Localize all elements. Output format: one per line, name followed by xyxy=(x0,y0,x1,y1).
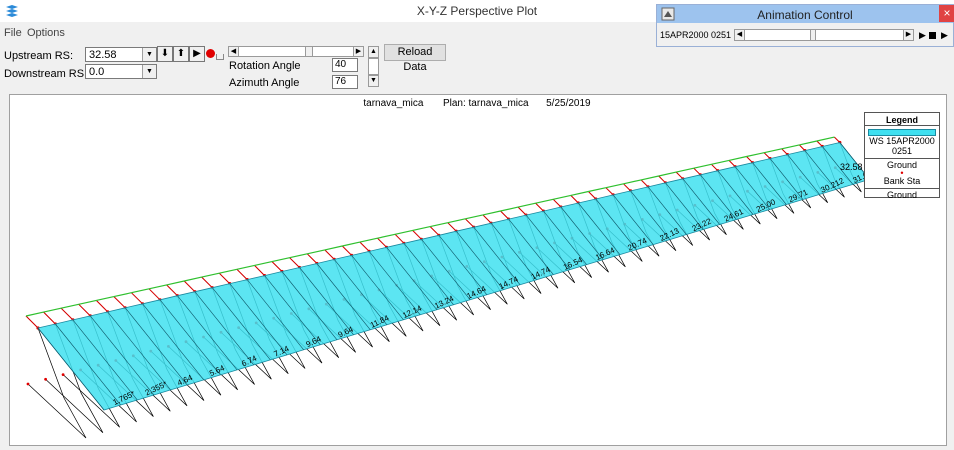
close-button[interactable]: × xyxy=(939,5,954,22)
stop-icon[interactable] xyxy=(929,32,936,39)
rotation-field[interactable]: 40 xyxy=(332,58,358,72)
play-button[interactable]: ▶ xyxy=(189,46,205,62)
chevron-down-icon[interactable]: ▼ xyxy=(142,65,156,78)
animation-title-bar xyxy=(657,5,953,23)
legend-ground-label: Ground xyxy=(886,160,918,170)
plot-date: 5/25/2019 xyxy=(546,98,591,109)
legend-bank-label: Bank Sta xyxy=(865,176,939,189)
reload-data-button[interactable]: Reload Data xyxy=(384,44,446,73)
play-icon[interactable]: ▶ xyxy=(919,30,926,40)
legend: Legend WS 15APR2000 0251 Ground • Bank S… xyxy=(864,112,940,200)
azimuth-down-arrow-icon[interactable]: ▼ xyxy=(368,75,379,87)
slider-right-arrow-icon[interactable]: ▶ xyxy=(353,46,364,57)
move-down-button[interactable]: ⬇ xyxy=(157,46,173,62)
legend-ground2-label: Ground xyxy=(886,190,918,200)
chevron-down-icon[interactable]: ▼ xyxy=(142,48,156,61)
animation-control-window: Animation Control × 15APR2000 0251 ◀ ▶ ▶… xyxy=(656,4,954,47)
legend-ws-swatch xyxy=(868,129,936,136)
plot-plan: Plan: tarnava_mica xyxy=(442,98,529,109)
azimuth-field[interactable]: 76 xyxy=(332,75,358,89)
rotation-spin-track[interactable] xyxy=(368,58,379,75)
anim-right-arrow-icon[interactable]: ▶ xyxy=(903,29,914,41)
rotation-up-arrow-icon[interactable]: ▲ xyxy=(368,46,379,58)
upstream-rs-value: 32.58 xyxy=(89,49,117,61)
anim-left-arrow-icon[interactable]: ◀ xyxy=(734,29,745,41)
legend-ws-label: WS 15APR2000 0251 xyxy=(865,136,939,159)
menu-file[interactable]: File xyxy=(4,27,22,39)
slider-thumb[interactable] xyxy=(305,46,313,57)
slider-left-arrow-icon[interactable]: ◀ xyxy=(228,46,239,57)
downstream-rs-value: 0.0 xyxy=(89,66,105,78)
upstream-rs-select[interactable]: 32.58 ▼ xyxy=(85,47,157,62)
step-forward-icon[interactable]: ▶ xyxy=(941,30,948,40)
animation-app-icon xyxy=(661,7,675,21)
move-up-button[interactable]: ⬆ xyxy=(173,46,189,62)
menu-options[interactable]: Options xyxy=(27,27,65,39)
window-title: X-Y-Z Perspective Plot xyxy=(416,4,538,18)
anim-slider-thumb[interactable] xyxy=(810,29,816,41)
azimuth-label: Azimuth Angle xyxy=(229,77,300,89)
downstream-rs-select[interactable]: 0.0 ▼ xyxy=(85,64,157,79)
app-icon xyxy=(6,5,18,17)
options-small-button[interactable] xyxy=(216,54,224,60)
downstream-label: Downstream RS: xyxy=(4,68,88,80)
legend-title: Legend xyxy=(865,113,939,126)
top-station-label: 32.58 xyxy=(840,162,863,172)
record-icon[interactable] xyxy=(206,49,215,58)
animation-time: 15APR2000 0251 xyxy=(660,30,732,40)
legend-bank-marker: • xyxy=(900,168,904,178)
plot-title: tarnava_mica xyxy=(363,98,424,109)
animation-title: Animation Control xyxy=(757,8,853,22)
river-geometry xyxy=(25,136,871,439)
plot-header: tarnava_mica Plan: tarnava_mica 5/25/201… xyxy=(0,98,954,109)
rotation-label: Rotation Angle xyxy=(229,60,301,72)
upstream-label: Upstream RS: xyxy=(4,50,74,62)
